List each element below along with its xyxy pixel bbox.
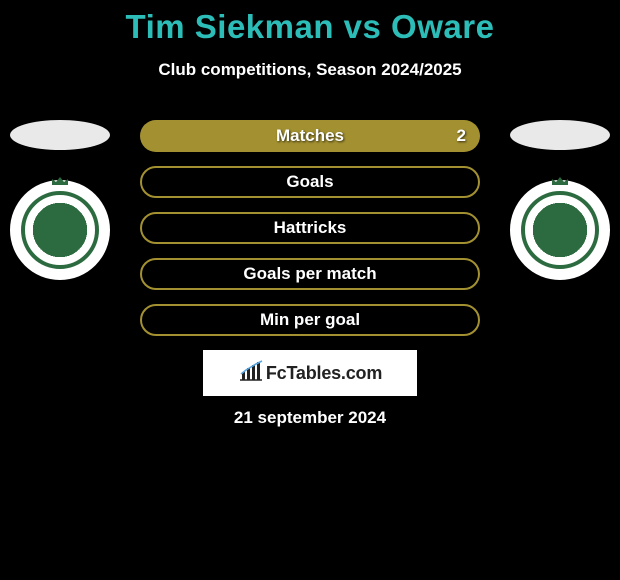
page-title: Tim Siekman vs Oware xyxy=(0,0,620,46)
date-label: 21 september 2024 xyxy=(0,408,620,428)
stat-bar: Min per goal xyxy=(140,304,480,336)
subtitle: Club competitions, Season 2024/2025 xyxy=(0,60,620,80)
player-right-club-badge xyxy=(510,180,610,280)
stat-bar: Hattricks xyxy=(140,212,480,244)
stat-bar: Matches 2 xyxy=(140,120,480,152)
stat-bar: Goals per match xyxy=(140,258,480,290)
player-right-avatar-placeholder xyxy=(510,120,610,150)
stat-bar: Goals xyxy=(140,166,480,198)
player-right-column xyxy=(510,120,610,280)
stat-label: Goals xyxy=(286,172,333,192)
chart-icon xyxy=(238,360,264,387)
stat-bars: Matches 2 Goals Hattricks Goals per match Min… xyxy=(140,120,480,350)
stat-label: Matches xyxy=(276,126,344,146)
player-left-column xyxy=(10,120,110,280)
stat-right-value: 2 xyxy=(457,120,466,152)
brand-text: FcTables.com xyxy=(266,363,382,384)
stat-label: Min per goal xyxy=(260,310,360,330)
stat-label: Hattricks xyxy=(274,218,347,238)
player-left-club-badge xyxy=(10,180,110,280)
brand-badge: FcTables.com xyxy=(203,350,417,396)
crown-icon xyxy=(51,176,69,186)
stat-label: Goals per match xyxy=(243,264,376,284)
crown-icon xyxy=(551,176,569,186)
player-left-avatar-placeholder xyxy=(10,120,110,150)
